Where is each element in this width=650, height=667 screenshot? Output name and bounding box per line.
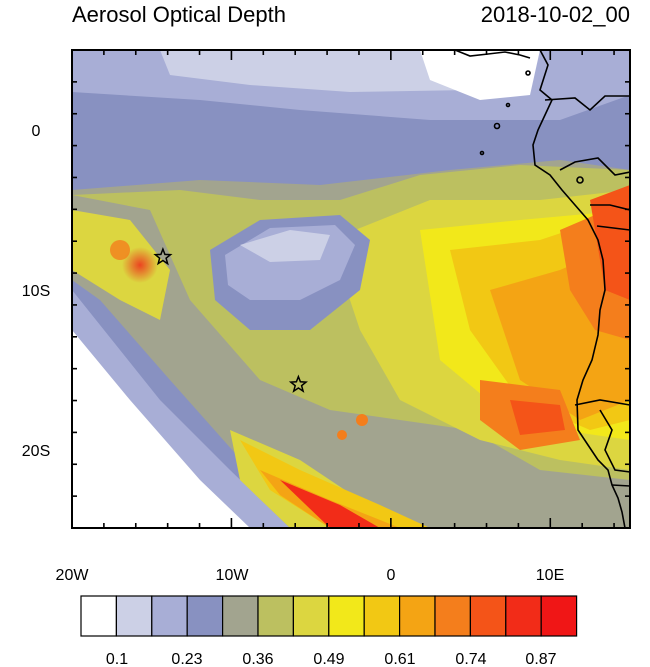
colorbar (80, 595, 578, 637)
map-title: Aerosol Optical Depth (72, 2, 286, 27)
colorbar-swatch (399, 595, 436, 637)
x-tick-label-10w: 10W (216, 567, 250, 584)
aod-field (72, 50, 630, 528)
x-tick-label-20w: 20W (56, 567, 90, 584)
site-markers (153, 246, 308, 393)
colorbar-swatch (469, 595, 507, 637)
star-marker-1 (153, 246, 173, 266)
colorbar-label-2: 0.23 (171, 651, 202, 667)
colorbar-labels: 0.1 0.23 0.36 0.49 0.61 0.74 0.87 (106, 651, 557, 667)
colorbar-swatch (434, 595, 472, 637)
colorbar-swatch (292, 595, 330, 637)
colorbar-swatch (151, 595, 188, 637)
tick-marks (71, 49, 630, 529)
colorbar-swatch (222, 595, 259, 637)
coastline (454, 50, 630, 528)
x-tick-label-0: 0 (387, 567, 396, 584)
colorbar-label-4: 0.49 (313, 651, 344, 667)
colorbar-swatch (80, 595, 118, 637)
colorbar-label-1: 0.1 (106, 651, 128, 667)
colorbar-label-5: 0.61 (384, 651, 415, 667)
colorbar-swatch (328, 595, 365, 637)
star-marker-2 (288, 374, 308, 393)
plot-frame (71, 49, 631, 529)
colorbar-label-7: 0.87 (525, 651, 556, 667)
y-tick-label-20s: 20S (22, 443, 50, 460)
colorbar-swatch (115, 595, 153, 637)
colorbar-swatch (505, 595, 542, 637)
colorbar-swatch (186, 595, 224, 637)
colorbar-swatch (540, 595, 578, 637)
map-date: 2018-10-02_00 (481, 2, 630, 27)
colorbar-swatch (363, 595, 401, 637)
x-tick-label-10e: 10E (536, 567, 564, 584)
colorbar-label-6: 0.74 (455, 651, 486, 667)
y-tick-label-10s: 10S (22, 283, 50, 300)
y-tick-label-0: 0 (32, 123, 41, 140)
colorbar-swatch (257, 595, 295, 637)
colorbar-label-3: 0.36 (242, 651, 273, 667)
